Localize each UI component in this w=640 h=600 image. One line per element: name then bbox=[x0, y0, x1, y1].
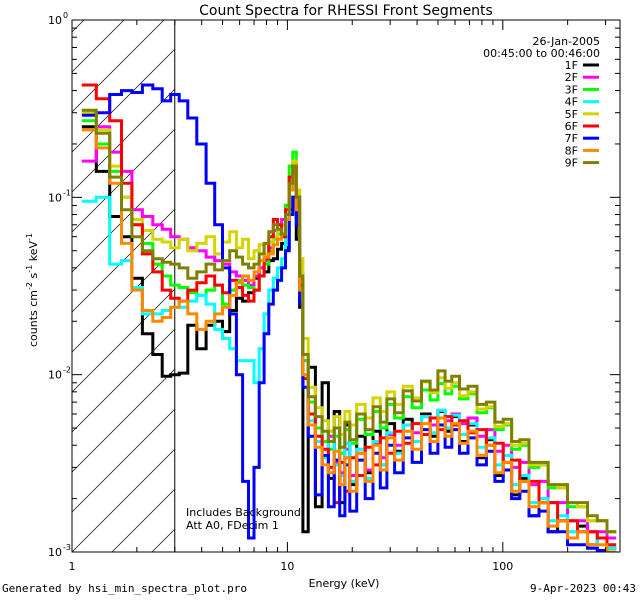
series-line-9f bbox=[81, 108, 617, 534]
y-label-part: s bbox=[27, 272, 40, 281]
annotation-background: Includes Background bbox=[186, 506, 301, 519]
y-tick-label: 10 bbox=[48, 191, 62, 204]
legend-label-1f: 1F bbox=[565, 59, 578, 72]
legend-date: 26-Jan-2005 bbox=[533, 35, 601, 48]
series-line-8f bbox=[81, 128, 617, 552]
y-tick-exponent: -2 bbox=[63, 366, 71, 375]
y-label-part: keV bbox=[27, 241, 40, 265]
hatch-line bbox=[232, 0, 640, 552]
hatch-line bbox=[111, 488, 175, 552]
y-label-exp: -1 bbox=[25, 265, 34, 273]
legend-label-5f: 5F bbox=[565, 108, 578, 121]
legend-label-3f: 3F bbox=[565, 83, 578, 96]
legend-label-8f: 8F bbox=[565, 144, 578, 157]
hatch-line bbox=[72, 20, 125, 73]
x-tick-label: 10 bbox=[280, 560, 294, 573]
plot-frame bbox=[71, 19, 621, 553]
hatch-line bbox=[72, 208, 175, 313]
x-tick-label: 1 bbox=[69, 560, 76, 573]
legend: 26-Jan-2005 00:45:00 to 00:46:00 1F2F3F4… bbox=[483, 35, 600, 170]
legend-label-6f: 6F bbox=[565, 120, 578, 133]
y-tick-label: 10 bbox=[48, 369, 62, 382]
y-label-exp: -2 bbox=[25, 282, 34, 290]
hatch-line bbox=[72, 408, 175, 513]
legend-label-9f: 9F bbox=[565, 157, 578, 170]
y-axis-label: counts cm-2 s-1 keV-1 bbox=[25, 233, 40, 347]
legend-label-4f: 4F bbox=[565, 96, 578, 109]
hatch-line bbox=[72, 20, 85, 33]
excluded-energy-hatch-region bbox=[72, 0, 640, 552]
hatch-line bbox=[72, 448, 175, 552]
y-tick-label: 10 bbox=[48, 14, 62, 27]
hatch-line bbox=[72, 368, 175, 473]
legend-label-2f: 2F bbox=[565, 71, 578, 84]
y-tick-exponent: 0 bbox=[63, 11, 68, 20]
series-line-7f bbox=[81, 83, 617, 552]
chart-title: Count Spectra for RHESSI Front Segments bbox=[199, 3, 493, 19]
x-tick-label: 100 bbox=[492, 560, 513, 573]
series-group bbox=[81, 20, 617, 552]
y-tick-label: 10 bbox=[48, 546, 62, 559]
hatch-line bbox=[72, 48, 175, 153]
footer-timestamp: 9-Apr-2023 00:43 bbox=[530, 582, 636, 595]
y-tick-exponent: -3 bbox=[63, 543, 71, 552]
y-label-exp: -1 bbox=[25, 233, 34, 241]
y-label-part: counts cm bbox=[27, 290, 40, 347]
series-line-5f bbox=[81, 111, 617, 534]
annotation-attenuator: Att A0, FDecim 1 bbox=[186, 519, 279, 532]
x-axis-label: Energy (keV) bbox=[309, 577, 380, 590]
y-tick-exponent: -1 bbox=[63, 188, 71, 197]
hatch-line bbox=[72, 20, 165, 113]
legend-time-range: 00:45:00 to 00:46:00 bbox=[483, 47, 600, 60]
legend-label-7f: 7F bbox=[565, 132, 578, 145]
footer-generated-by: Generated by hsi_min_spectra_plot.pro bbox=[2, 582, 248, 595]
